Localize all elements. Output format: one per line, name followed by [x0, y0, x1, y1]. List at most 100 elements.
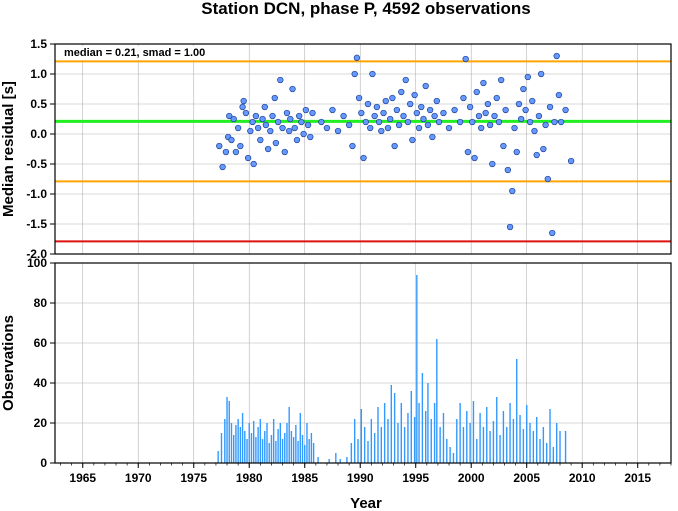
observation-bar: [246, 439, 248, 463]
data-point: [557, 118, 565, 126]
x-tick-label: 1980: [236, 471, 263, 485]
data-point: [522, 106, 529, 114]
x-tick-label: 1985: [291, 471, 318, 485]
x-tick-label: 2015: [624, 471, 651, 485]
observation-bar: [482, 427, 485, 463]
observation-bar: [400, 403, 402, 463]
data-point: [222, 148, 230, 156]
data-point: [440, 109, 447, 117]
observation-bar: [250, 433, 253, 463]
data-point: [424, 121, 432, 129]
data-point: [456, 118, 464, 126]
observation-bar: [529, 423, 531, 463]
data-point: [249, 118, 256, 126]
data-point: [433, 97, 440, 105]
data-point: [553, 52, 560, 60]
data-point: [402, 76, 409, 84]
data-point: [529, 97, 536, 105]
data-point: [515, 100, 523, 108]
data-point: [216, 142, 223, 150]
observation-bar: [292, 437, 295, 463]
data-point: [462, 55, 469, 63]
observation-bar: [306, 423, 308, 463]
observation-bar: [472, 401, 475, 463]
observation-bar: [272, 419, 275, 463]
y-tick-label: 40: [34, 376, 48, 390]
observation-bar: [339, 459, 341, 463]
observation-bar: [301, 435, 304, 463]
data-point: [475, 112, 483, 120]
data-point: [473, 88, 480, 96]
data-point: [362, 118, 369, 126]
x-tick-label: 1965: [69, 471, 96, 485]
observation-bar: [299, 413, 301, 463]
observation-bar: [564, 431, 567, 463]
y-tick-label: 0.0: [30, 127, 47, 141]
data-point: [498, 76, 505, 84]
stats-annotation-box: [61, 46, 209, 60]
observation-bar: [416, 275, 418, 463]
data-point: [524, 73, 531, 81]
data-point: [389, 94, 396, 102]
observation-bar: [383, 403, 386, 463]
observation-bar: [281, 439, 284, 463]
data-point: [526, 118, 534, 126]
observation-bar: [413, 417, 416, 463]
observation-bar: [259, 419, 262, 463]
data-point: [287, 115, 294, 123]
data-point: [355, 94, 363, 102]
y-tick-label: 80: [34, 296, 48, 310]
observation-bar: [476, 439, 478, 463]
observation-bar: [255, 437, 257, 463]
observation-bar: [532, 431, 535, 463]
data-point: [398, 88, 405, 96]
observation-bar: [433, 403, 436, 463]
observation-bar: [436, 339, 438, 463]
observation-bar: [410, 391, 412, 463]
data-point: [291, 124, 298, 132]
observation-bar: [486, 407, 488, 463]
observation-bar: [492, 421, 495, 463]
data-point: [353, 54, 361, 61]
data-point: [400, 112, 407, 120]
data-point: [422, 82, 429, 90]
data-point: [531, 127, 538, 135]
data-point: [269, 112, 276, 120]
observation-bar: [479, 413, 481, 463]
y-tick-label: -0.5: [26, 157, 47, 171]
observation-bar: [509, 403, 511, 463]
data-point: [360, 154, 367, 162]
data-point: [546, 103, 554, 111]
observation-bar: [224, 419, 226, 463]
observation-bar: [312, 443, 315, 463]
data-point: [486, 121, 494, 129]
data-point: [535, 112, 543, 120]
data-point: [482, 109, 489, 117]
y-tick-label: 100: [27, 256, 47, 270]
data-point: [244, 154, 252, 162]
y-tick-label: 1.5: [30, 37, 47, 51]
data-point: [367, 124, 374, 132]
data-point: [247, 127, 254, 135]
observation-bar: [469, 423, 471, 463]
data-point: [369, 70, 376, 78]
observations-panel: 0 20 40 60 80 100 1965 1970 1975 1980 1985 1990 199…: [0, 256, 672, 511]
data-point: [418, 103, 425, 111]
observation-bar: [346, 457, 348, 463]
data-point: [435, 118, 443, 126]
data-point: [451, 106, 458, 114]
data-point: [283, 109, 291, 117]
data-point: [281, 148, 288, 156]
x-tick-label: 1975: [180, 471, 207, 485]
data-point: [264, 145, 272, 153]
observation-bar: [539, 439, 541, 463]
observation-bar: [310, 433, 313, 463]
residual-panel: 1.5 1.0 0.5 0.0 -0.5 -1.0 -1.5 -2.0 median = 0.…: [0, 37, 672, 261]
residual-gridlines: [55, 43, 671, 255]
data-point: [567, 157, 575, 165]
data-point: [239, 103, 246, 111]
data-point: [242, 109, 250, 117]
data-point: [300, 130, 307, 138]
data-point: [502, 106, 509, 114]
